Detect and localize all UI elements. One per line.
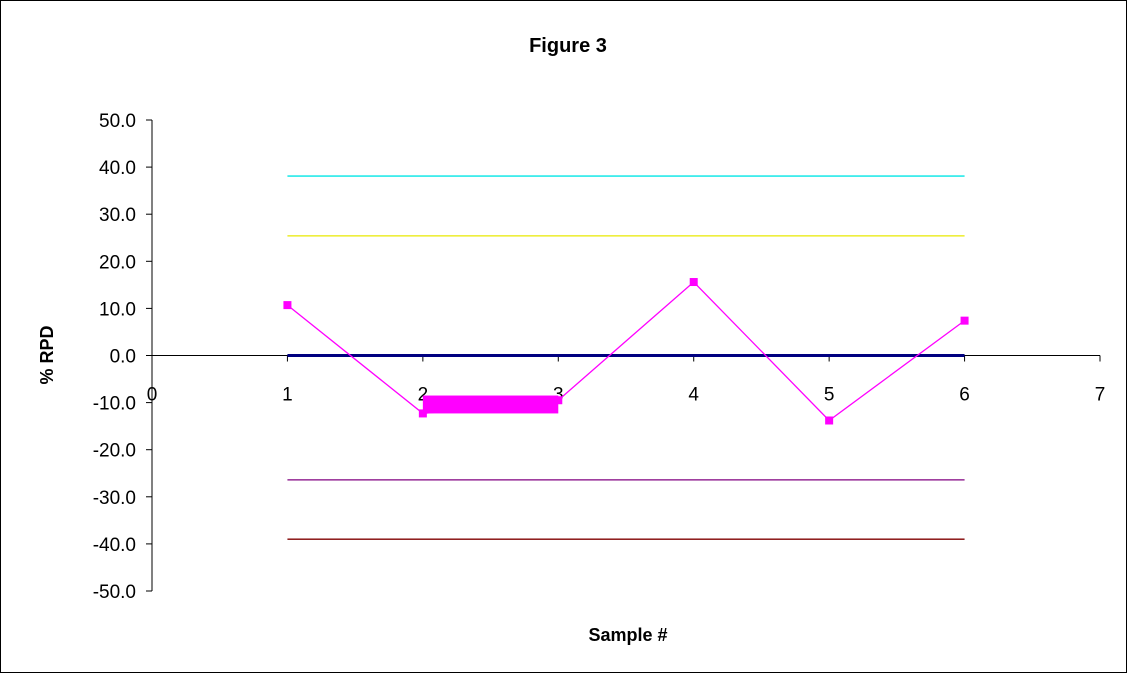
data-point: [418, 409, 427, 418]
data-point: [825, 416, 834, 425]
y-axis-title: % RPD: [37, 325, 57, 384]
data-point: [554, 396, 563, 405]
y-tick-label: -10.0: [93, 394, 136, 415]
x-tick-label: 5: [824, 385, 835, 406]
x-tick-label: 2: [418, 385, 429, 406]
series-line: [287, 281, 965, 422]
y-tick-label: 30.0: [99, 205, 136, 226]
y-tick-label: -20.0: [93, 441, 136, 462]
x-tick-label: 1: [282, 385, 293, 406]
y-tick-label: -50.0: [93, 582, 136, 603]
x-tick-label: 6: [959, 385, 970, 406]
x-tick-label: 0: [147, 385, 158, 406]
y-tick-label: 50.0: [99, 111, 136, 132]
x-tick-label: 7: [1095, 385, 1106, 406]
x-tick-label: 4: [688, 385, 699, 406]
x-tick-label: 3: [553, 385, 564, 406]
y-tick-label: 40.0: [99, 158, 136, 179]
y-tick-label: -40.0: [93, 535, 136, 556]
data-point: [960, 316, 969, 325]
plot-area: 50.0 40.0 30.0 20.0 10.0 0.0 -10.0 -20.0 -30.0 -4…: [93, 111, 1106, 603]
y-tick-label: 10.0: [99, 299, 136, 320]
y-tick-label: -30.0: [93, 488, 136, 509]
y-tick-label: 0.0: [110, 347, 136, 368]
y-tick-label: 20.0: [99, 252, 136, 273]
chart-title: Figure 3: [529, 35, 607, 57]
data-point: [283, 301, 292, 310]
data-point: [689, 278, 698, 287]
x-axis-title: Sample #: [588, 625, 667, 645]
highlight-bar: [422, 395, 559, 414]
